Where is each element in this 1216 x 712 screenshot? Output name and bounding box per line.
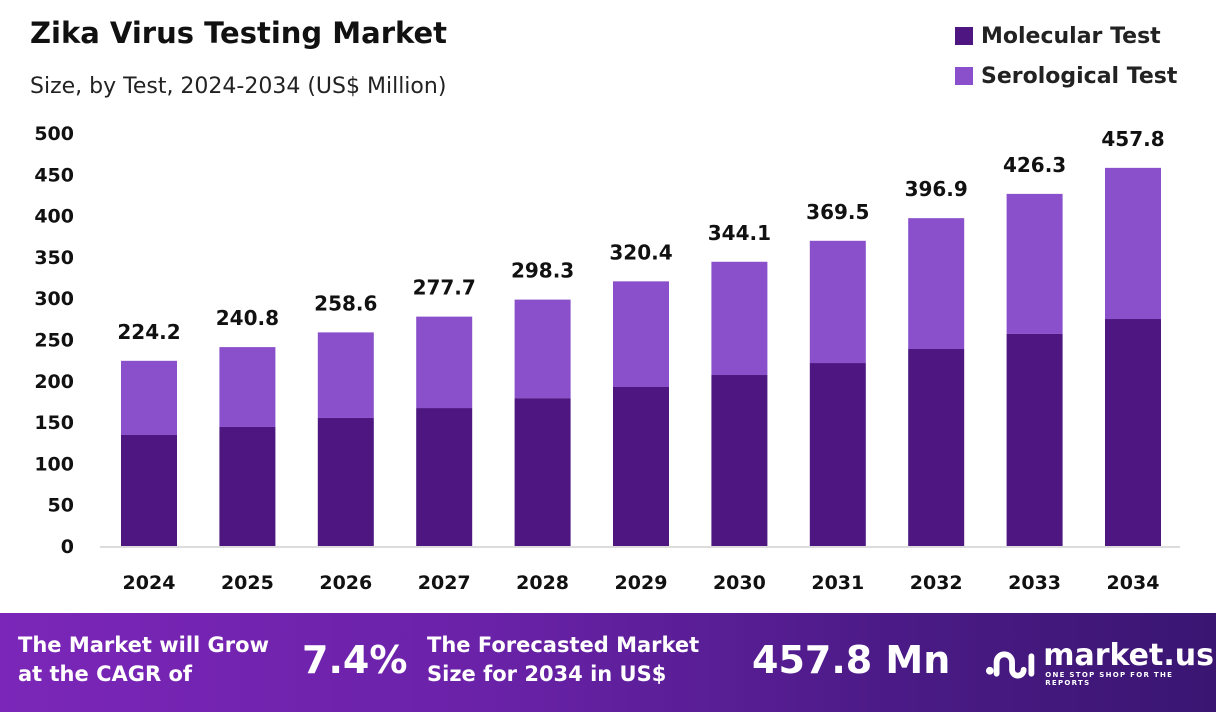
bar-molecular: [613, 386, 669, 546]
chart-subtitle: Size, by Test, 2024-2034 (US$ Million): [30, 74, 447, 99]
bar-total-label: 396.9: [905, 177, 968, 201]
bar-molecular: [416, 408, 473, 546]
bar-serological: [1105, 167, 1161, 320]
legend-swatch-molecular: [955, 27, 973, 45]
cagr-label: The Market will Grow at the CAGR of: [18, 631, 269, 689]
bar-serological: [219, 347, 276, 427]
market-us-logo-icon: [985, 651, 1035, 679]
cagr-value: 7.4%: [302, 638, 408, 682]
y-tick-label: 250: [34, 330, 74, 352]
bar-total-label: 369.5: [806, 200, 869, 224]
y-tick-label: 350: [34, 247, 74, 269]
market-us-logo: market.us ONE STOP SHOP FOR THE REPORTS: [985, 641, 1216, 687]
y-tick-label: 150: [34, 412, 74, 434]
bar-serological: [1006, 193, 1063, 334]
legend-label: Serological Test: [981, 63, 1178, 89]
y-tick-label: 500: [34, 123, 74, 145]
y-tick-label: 400: [34, 206, 74, 228]
legend-item-serological: Serological Test: [955, 56, 1177, 96]
x-tick-label: 2028: [516, 572, 569, 594]
bar-serological: [317, 332, 374, 418]
forecast-value: 457.8 Mn: [752, 638, 951, 682]
forecast-label-line2: Size for 2034 in US$: [427, 662, 667, 686]
bar-molecular: [809, 363, 866, 546]
y-tick-label: 300: [34, 288, 74, 310]
bar-serological: [711, 261, 768, 376]
bar-serological: [809, 240, 866, 364]
bar-total-label: 224.2: [117, 320, 180, 344]
bar-total-label: 320.4: [609, 240, 672, 264]
cagr-label-line1: The Market will Grow: [18, 633, 269, 657]
x-tick-label: 2027: [418, 572, 471, 594]
bar-serological: [613, 281, 669, 387]
bar-total-label: 240.8: [216, 306, 279, 330]
bar-molecular: [1105, 319, 1161, 546]
bar-molecular: [711, 375, 768, 546]
x-tick-label: 2030: [713, 572, 766, 594]
bar-molecular: [514, 398, 571, 546]
bar-molecular: [219, 426, 276, 546]
x-tick-label: 2024: [123, 572, 176, 594]
bar-serological: [908, 218, 965, 349]
x-tick-label: 2026: [319, 572, 372, 594]
bar-serological: [121, 360, 177, 435]
bar-molecular: [1006, 333, 1063, 546]
bar-total-label: 258.6: [314, 291, 377, 315]
cagr-label-line2: at the CAGR of: [18, 662, 193, 686]
y-tick-label: 50: [48, 495, 74, 517]
x-tick-label: 2034: [1107, 572, 1160, 594]
footer-banner: The Market will Grow at the CAGR of 7.4%…: [0, 613, 1216, 712]
legend: Molecular Test Serological Test: [955, 16, 1177, 96]
bar-serological: [416, 316, 473, 409]
bar-total-label: 426.3: [1003, 153, 1066, 177]
logo-name: market.us: [1043, 638, 1214, 673]
x-tick-label: 2032: [910, 572, 963, 594]
x-tick-label: 2031: [811, 572, 864, 594]
bar-serological: [514, 299, 571, 399]
chart-title: Zika Virus Testing Market: [30, 16, 448, 50]
bar-total-label: 457.8: [1101, 127, 1164, 151]
y-tick-label: 0: [61, 536, 74, 558]
stacked-bar-chart: 0 50 100 150 200 250 300 350 400 450 500 224.2 2024 2…: [34, 123, 1180, 594]
legend-swatch-serological: [955, 67, 973, 85]
y-tick-label: 450: [34, 164, 74, 186]
y-tick-label: 100: [34, 453, 74, 475]
legend-item-molecular: Molecular Test: [955, 16, 1177, 56]
bar-total-label: 298.3: [511, 259, 574, 283]
bar-molecular: [908, 348, 965, 546]
y-tick-label: 200: [34, 371, 74, 393]
x-tick-label: 2025: [221, 572, 274, 594]
bar-molecular: [121, 434, 177, 546]
bar-total-label: 277.7: [413, 276, 476, 300]
legend-label: Molecular Test: [981, 23, 1161, 49]
logo-tagline: ONE STOP SHOP FOR THE REPORTS: [1045, 671, 1174, 687]
x-tick-label: 2033: [1008, 572, 1061, 594]
forecast-label-line1: The Forecasted Market: [427, 633, 700, 657]
x-tick-label: 2029: [615, 572, 668, 594]
bar-molecular: [317, 417, 374, 546]
forecast-label: The Forecasted Market Size for 2034 in U…: [427, 631, 699, 689]
bar-total-label: 344.1: [708, 221, 771, 245]
